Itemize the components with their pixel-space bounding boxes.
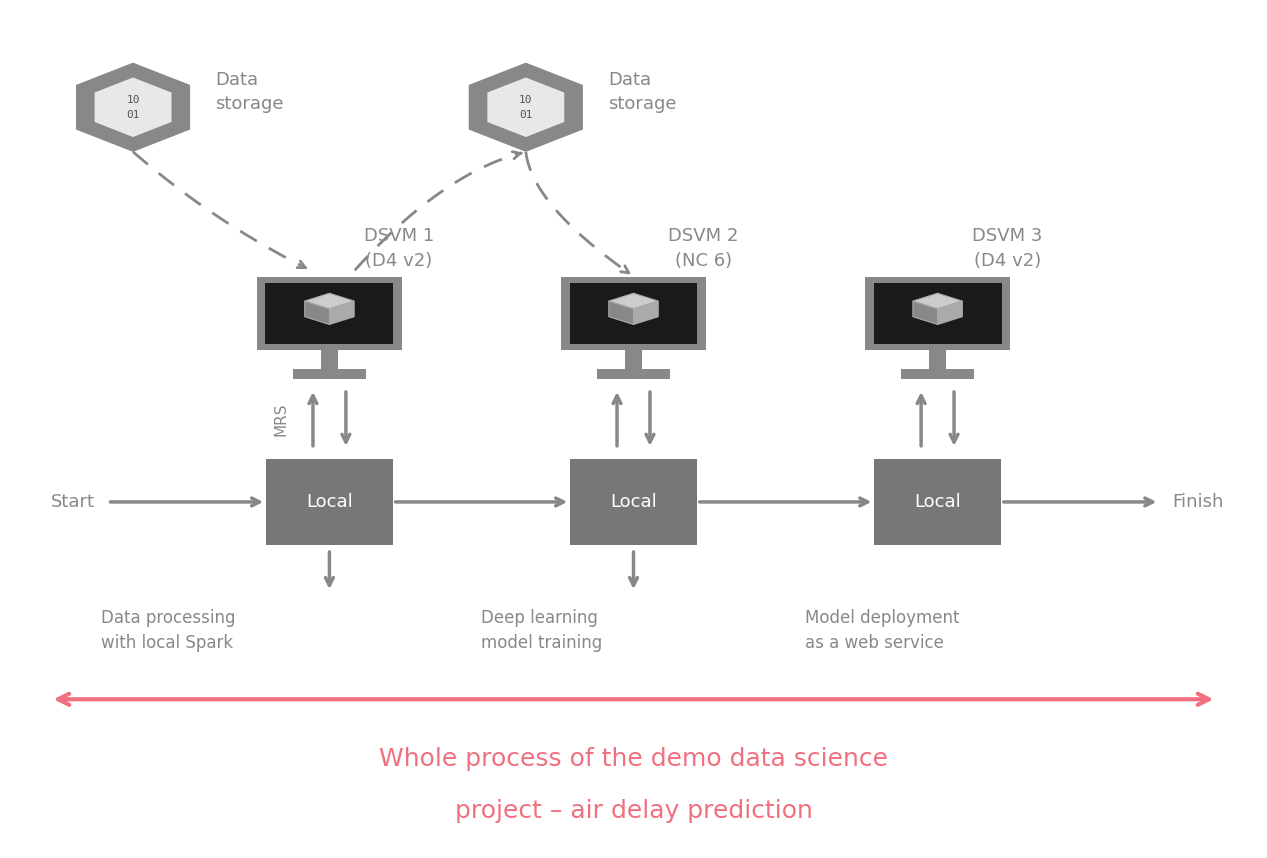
Polygon shape <box>94 76 172 138</box>
FancyBboxPatch shape <box>256 276 403 350</box>
Text: Local: Local <box>611 493 656 511</box>
Text: Local: Local <box>307 493 352 511</box>
Text: Data
storage: Data storage <box>215 71 284 112</box>
Polygon shape <box>76 63 190 152</box>
Polygon shape <box>608 293 659 309</box>
FancyBboxPatch shape <box>597 369 670 379</box>
FancyBboxPatch shape <box>625 350 642 369</box>
FancyBboxPatch shape <box>929 350 946 369</box>
Text: Local: Local <box>915 493 960 511</box>
FancyBboxPatch shape <box>874 282 1001 344</box>
Polygon shape <box>487 76 565 138</box>
Text: Whole process of the demo data science: Whole process of the demo data science <box>379 747 888 771</box>
Polygon shape <box>634 301 659 324</box>
Text: 01: 01 <box>127 110 139 120</box>
FancyBboxPatch shape <box>874 459 1001 545</box>
Text: Finish: Finish <box>1172 493 1224 511</box>
Text: Start: Start <box>51 493 95 511</box>
Text: 10: 10 <box>127 94 139 105</box>
Text: MRS: MRS <box>274 402 289 436</box>
Text: Model deployment
as a web service: Model deployment as a web service <box>805 609 959 652</box>
FancyBboxPatch shape <box>560 276 707 350</box>
Polygon shape <box>938 301 963 324</box>
FancyBboxPatch shape <box>570 282 697 344</box>
Text: DSVM 3
(D4 v2): DSVM 3 (D4 v2) <box>972 227 1043 270</box>
Polygon shape <box>608 301 634 324</box>
Text: Data
storage: Data storage <box>608 71 677 112</box>
Polygon shape <box>912 293 963 309</box>
Polygon shape <box>912 301 938 324</box>
FancyBboxPatch shape <box>321 350 338 369</box>
Text: 01: 01 <box>519 110 532 120</box>
Text: DSVM 2
(NC 6): DSVM 2 (NC 6) <box>668 227 739 270</box>
FancyBboxPatch shape <box>570 459 697 545</box>
Text: DSVM 1
(D4 v2): DSVM 1 (D4 v2) <box>364 227 435 270</box>
FancyBboxPatch shape <box>266 282 393 344</box>
Polygon shape <box>329 301 355 324</box>
Text: 10: 10 <box>519 94 532 105</box>
Polygon shape <box>469 63 583 152</box>
Text: Data processing
with local Spark: Data processing with local Spark <box>101 609 236 652</box>
FancyBboxPatch shape <box>293 369 366 379</box>
FancyBboxPatch shape <box>266 459 393 545</box>
Polygon shape <box>305 301 329 324</box>
Text: Deep learning
model training: Deep learning model training <box>481 609 603 652</box>
Text: project – air delay prediction: project – air delay prediction <box>455 799 812 823</box>
FancyBboxPatch shape <box>864 276 1011 350</box>
Polygon shape <box>305 293 355 309</box>
FancyBboxPatch shape <box>901 369 974 379</box>
